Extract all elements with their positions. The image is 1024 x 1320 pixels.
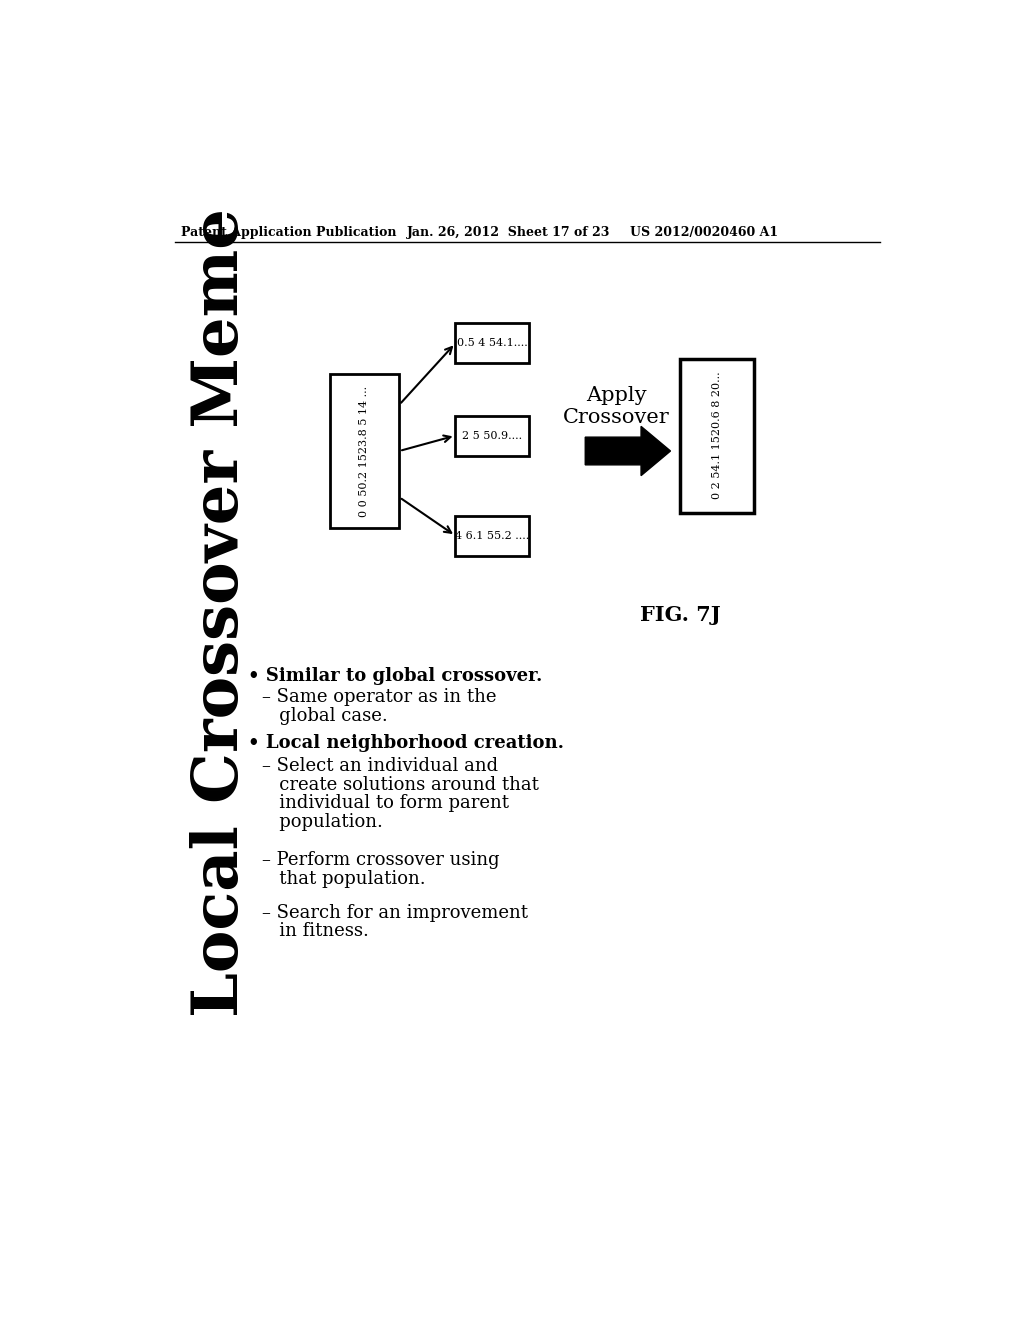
Text: Patent Application Publication: Patent Application Publication (180, 226, 396, 239)
Text: 0.5 4 54.1....: 0.5 4 54.1.... (457, 338, 527, 348)
FancyBboxPatch shape (456, 323, 529, 363)
Text: global case.: global case. (262, 706, 388, 725)
Text: 0 0 50.2 1523.8 5 14 ...: 0 0 50.2 1523.8 5 14 ... (359, 385, 370, 516)
Text: Jan. 26, 2012  Sheet 17 of 23: Jan. 26, 2012 Sheet 17 of 23 (407, 226, 610, 239)
Text: 2 5 50.9....: 2 5 50.9.... (462, 430, 522, 441)
Text: Local Crossover Meme: Local Crossover Meme (190, 209, 252, 1018)
Text: 0 2 54.1 1520.6 8 20...: 0 2 54.1 1520.6 8 20... (712, 372, 722, 499)
Text: US 2012/0020460 A1: US 2012/0020460 A1 (630, 226, 778, 239)
Polygon shape (586, 426, 671, 475)
FancyBboxPatch shape (680, 359, 754, 512)
FancyBboxPatch shape (456, 416, 529, 455)
Text: 4 6.1 55.2 ....: 4 6.1 55.2 .... (455, 531, 529, 541)
Text: – Same operator as in the: – Same operator as in the (262, 688, 497, 706)
Text: create solutions around that: create solutions around that (262, 776, 539, 793)
FancyBboxPatch shape (456, 516, 529, 556)
FancyBboxPatch shape (330, 374, 399, 528)
Text: that population.: that population. (262, 870, 426, 888)
Text: population.: population. (262, 813, 383, 830)
Text: in fitness.: in fitness. (262, 923, 369, 940)
Text: – Select an individual and: – Select an individual and (262, 758, 499, 775)
Text: individual to form parent: individual to form parent (262, 795, 509, 812)
Text: – Perform crossover using: – Perform crossover using (262, 851, 500, 870)
Text: FIG. 7J: FIG. 7J (640, 605, 720, 624)
Text: • Local neighborhood creation.: • Local neighborhood creation. (248, 734, 564, 752)
Text: Apply
Crossover: Apply Crossover (563, 385, 670, 426)
Text: – Search for an improvement: – Search for an improvement (262, 904, 528, 921)
Text: • Similar to global crossover.: • Similar to global crossover. (248, 667, 543, 685)
